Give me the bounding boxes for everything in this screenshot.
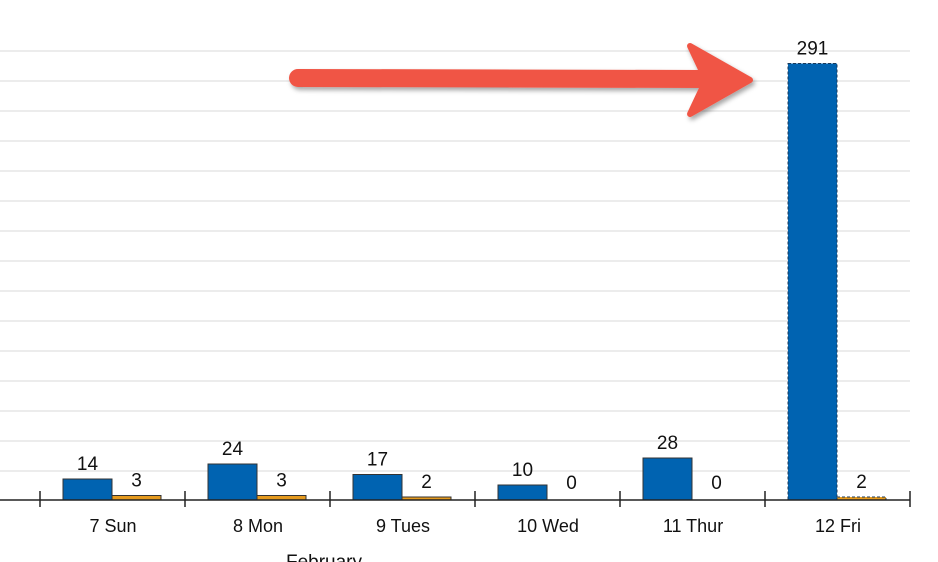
bar-series-1 (352, 474, 403, 501)
data-label: 10 (512, 460, 533, 481)
data-label: 14 (77, 454, 99, 475)
gridlines (0, 50, 910, 472)
data-label: 291 (797, 39, 829, 60)
bar-series-1 (497, 484, 548, 501)
data-labels: 14 3 24 3 17 2 10 0 28 0 291 2 (77, 39, 867, 495)
x-tick-label: 11 Thur (663, 516, 723, 536)
data-label: 2 (421, 472, 432, 493)
data-label: 0 (711, 473, 722, 494)
bar-series-1 (642, 457, 693, 501)
bar-series-1 (207, 463, 258, 501)
bars (62, 63, 887, 501)
x-tick-label: 7 Sun (89, 516, 136, 536)
arrow-head (687, 43, 753, 117)
data-label: 17 (367, 450, 388, 471)
data-label: 28 (657, 433, 678, 454)
bar-series-1 (62, 478, 113, 501)
x-tick-labels: 7 Sun 8 Mon 9 Tues 10 Wed 11 Thur 12 Fri (89, 516, 861, 536)
bar-series-1 (787, 63, 838, 501)
data-label: 0 (566, 473, 577, 494)
x-tick-label: 10 Wed (517, 516, 579, 536)
month-group-label: February (286, 552, 363, 562)
data-label: 24 (222, 439, 244, 460)
data-label: 2 (856, 472, 867, 493)
x-tick-label: 8 Mon (233, 516, 283, 536)
x-axis-ticks (39, 491, 911, 507)
arrow-shaft (289, 69, 715, 88)
data-label: 3 (276, 471, 287, 492)
arrow-annotation (289, 43, 753, 117)
x-tick-label: 9 Tues (376, 516, 430, 536)
x-tick-label: 12 Fri (815, 516, 861, 536)
data-label: 3 (131, 471, 142, 492)
